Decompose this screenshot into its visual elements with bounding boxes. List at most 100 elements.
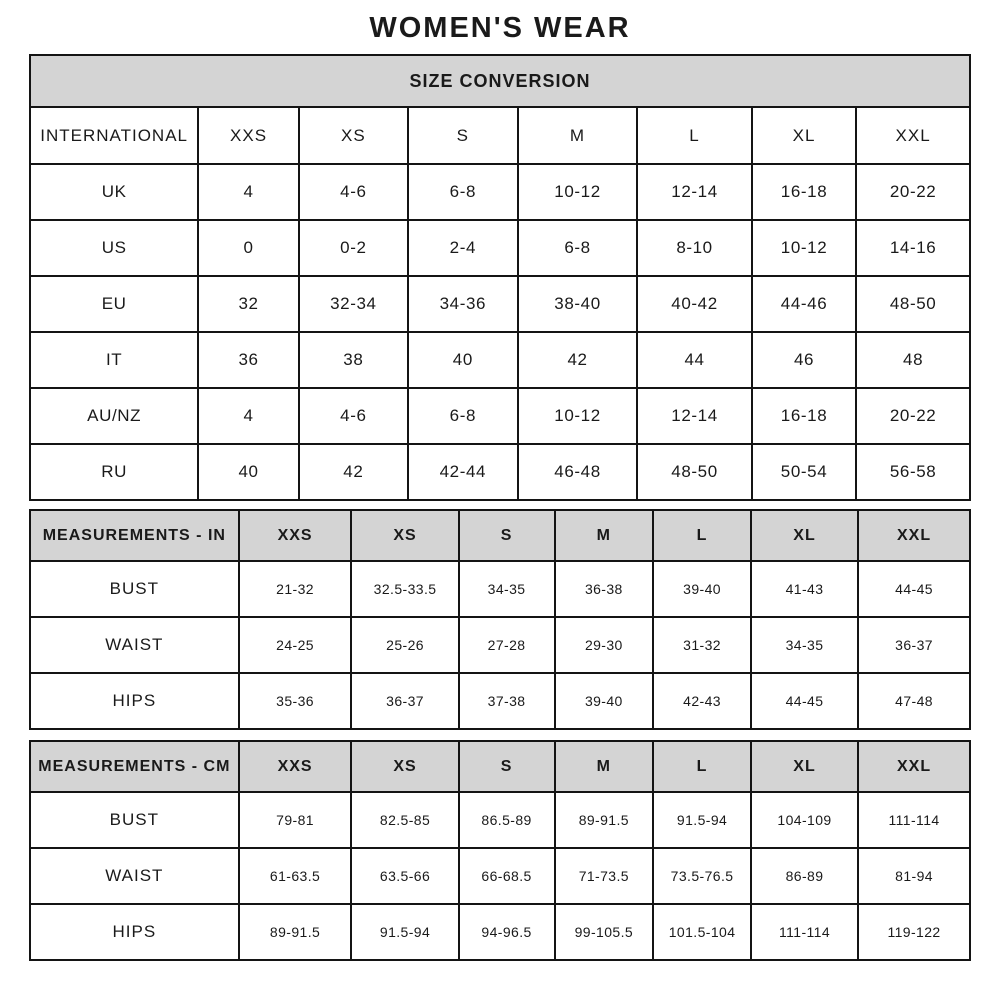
measurement-cell: 35-36 xyxy=(237,672,353,730)
measurement-cell: 61-63.5 xyxy=(237,847,353,905)
measurement-cell: 94-96.5 xyxy=(457,903,556,961)
size-cell: 4 xyxy=(197,387,300,445)
measurement-cell: 119-122 xyxy=(857,903,971,961)
size-cell: 16-18 xyxy=(750,387,858,445)
size-cell: 44-46 xyxy=(750,275,858,333)
table-row-aunz: AU/NZ 4 4-6 6-8 10-12 12-14 16-18 20-22 xyxy=(28,387,971,445)
measurement-cell: 104-109 xyxy=(749,791,860,849)
measurements-in-header-row: MEASUREMENTS - IN XXS XS S M L XL XXL xyxy=(29,509,971,562)
col-header-s: S xyxy=(406,106,519,165)
size-cell: 40 xyxy=(406,331,519,389)
size-conversion-banner: SIZE CONVERSION xyxy=(29,54,971,108)
col-header-xxl: XXL xyxy=(857,740,971,793)
measurement-cell: 31-32 xyxy=(652,616,752,674)
col-header-measurements-in: MEASUREMENTS - IN xyxy=(29,509,240,562)
measurement-cell: 86.5-89 xyxy=(457,791,556,849)
size-cell: 14-16 xyxy=(855,219,971,277)
row-label: WAIST xyxy=(29,847,240,905)
measurement-cell: 82.5-85 xyxy=(350,791,460,849)
measurement-cell: 29-30 xyxy=(553,616,655,674)
col-header-xxs: XXS xyxy=(237,509,353,562)
measurement-cell: 81-94 xyxy=(857,847,971,905)
size-cell: 16-18 xyxy=(750,163,858,221)
size-cell: 40-42 xyxy=(636,275,753,333)
measurement-cell: 24-25 xyxy=(237,616,353,674)
size-cell: 8-10 xyxy=(636,219,753,277)
col-header-xl: XL xyxy=(749,740,860,793)
size-cell: 0-2 xyxy=(297,219,409,277)
measurement-cell: 91.5-94 xyxy=(350,903,460,961)
measurement-cell: 34-35 xyxy=(749,616,860,674)
size-cell: 10-12 xyxy=(516,387,639,445)
size-cell: 42 xyxy=(516,331,639,389)
size-cell: 0 xyxy=(197,219,300,277)
row-label: RU xyxy=(28,443,200,501)
measurement-cell: 101.5-104 xyxy=(652,903,752,961)
col-header-xl: XL xyxy=(750,106,858,165)
size-conversion-header-row: INTERNATIONAL XXS XS S M L XL XXL xyxy=(28,106,971,165)
size-cell: 12-14 xyxy=(636,387,753,445)
size-cell: 32-34 xyxy=(297,275,409,333)
size-cell: 48 xyxy=(855,331,971,389)
table-row-it: IT 36 38 40 42 44 46 48 xyxy=(28,331,971,389)
size-cell: 34-36 xyxy=(406,275,519,333)
table-row-hips-cm: HIPS 89-91.5 91.5-94 94-96.5 99-105.5 10… xyxy=(29,903,971,961)
table-row-waist-cm: WAIST 61-63.5 63.5-66 66-68.5 71-73.5 73… xyxy=(29,847,971,905)
row-label: IT xyxy=(28,331,200,389)
measurement-cell: 36-38 xyxy=(553,560,655,618)
measurement-cell: 27-28 xyxy=(457,616,556,674)
size-cell: 36 xyxy=(197,331,300,389)
col-header-m: M xyxy=(553,509,655,562)
measurement-cell: 73.5-76.5 xyxy=(652,847,752,905)
table-row-ru: RU 40 42 42-44 46-48 48-50 50-54 56-58 xyxy=(28,443,971,501)
measurement-cell: 66-68.5 xyxy=(457,847,556,905)
size-cell: 2-4 xyxy=(406,219,519,277)
size-cell: 32 xyxy=(197,275,300,333)
col-header-l: L xyxy=(652,509,752,562)
row-label: HIPS xyxy=(29,672,240,730)
col-header-l: L xyxy=(652,740,752,793)
size-cell: 56-58 xyxy=(855,443,971,501)
col-header-xxs: XXS xyxy=(197,106,300,165)
size-cell: 10-12 xyxy=(750,219,858,277)
measurement-cell: 39-40 xyxy=(652,560,752,618)
size-cell: 50-54 xyxy=(750,443,858,501)
measurement-cell: 36-37 xyxy=(857,616,971,674)
measurement-cell: 41-43 xyxy=(749,560,860,618)
row-label: US xyxy=(28,219,200,277)
size-cell: 12-14 xyxy=(636,163,753,221)
measurement-cell: 25-26 xyxy=(350,616,460,674)
col-header-measurements-cm: MEASUREMENTS - CM xyxy=(29,740,240,793)
size-conversion-banner-row: SIZE CONVERSION xyxy=(29,54,971,108)
size-cell: 6-8 xyxy=(516,219,639,277)
page-title: WOMEN'S WEAR xyxy=(369,12,631,44)
measurement-cell: 99-105.5 xyxy=(553,903,655,961)
size-cell: 48-50 xyxy=(855,275,971,333)
size-cell: 48-50 xyxy=(636,443,753,501)
row-label: BUST xyxy=(29,791,240,849)
col-header-s: S xyxy=(457,740,556,793)
row-label: WAIST xyxy=(29,616,240,674)
col-header-xs: XS xyxy=(350,509,460,562)
measurement-cell: 44-45 xyxy=(749,672,860,730)
measurement-cell: 91.5-94 xyxy=(652,791,752,849)
row-label: AU/NZ xyxy=(28,387,200,445)
size-cell: 6-8 xyxy=(406,163,519,221)
measurement-cell: 111-114 xyxy=(857,791,971,849)
measurement-cell: 36-37 xyxy=(350,672,460,730)
size-cell: 42-44 xyxy=(406,443,519,501)
col-header-international: INTERNATIONAL xyxy=(28,106,200,165)
table-row-uk: UK 4 4-6 6-8 10-12 12-14 16-18 20-22 xyxy=(28,163,971,221)
table-row-bust-in: BUST 21-32 32.5-33.5 34-35 36-38 39-40 4… xyxy=(29,560,971,618)
measurement-cell: 63.5-66 xyxy=(350,847,460,905)
size-cell: 4-6 xyxy=(297,387,409,445)
measurement-cell: 71-73.5 xyxy=(553,847,655,905)
col-header-xxl: XXL xyxy=(855,106,971,165)
table-row-eu: EU 32 32-34 34-36 38-40 40-42 44-46 48-5… xyxy=(28,275,971,333)
measurement-cell: 37-38 xyxy=(457,672,556,730)
size-cell: 42 xyxy=(297,443,409,501)
measurements-in-table: MEASUREMENTS - IN XXS XS S M L XL XXL BU… xyxy=(29,509,971,730)
col-header-xs: XS xyxy=(350,740,460,793)
measurement-cell: 42-43 xyxy=(652,672,752,730)
